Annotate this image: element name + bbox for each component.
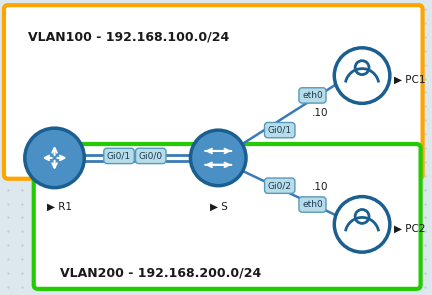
Text: ▶ R1: ▶ R1: [47, 201, 72, 212]
Text: ▶ PC2: ▶ PC2: [394, 223, 426, 233]
Text: VLAN200 - 192.168.200.0/24: VLAN200 - 192.168.200.0/24: [60, 266, 261, 279]
Circle shape: [355, 209, 369, 223]
Circle shape: [25, 128, 84, 188]
Circle shape: [355, 61, 369, 75]
Text: Gi0/1: Gi0/1: [107, 151, 131, 160]
Text: eth0: eth0: [302, 200, 323, 209]
Circle shape: [191, 130, 246, 186]
Circle shape: [334, 196, 390, 252]
FancyBboxPatch shape: [4, 5, 422, 179]
Text: ▶ S: ▶ S: [210, 201, 228, 212]
Text: Gi0/0: Gi0/0: [139, 151, 163, 160]
Text: eth0: eth0: [302, 91, 323, 100]
Text: ▶ PC1: ▶ PC1: [394, 75, 426, 85]
Text: Gi0/1: Gi0/1: [268, 126, 292, 135]
Text: VLAN100 - 192.168.100.0/24: VLAN100 - 192.168.100.0/24: [28, 31, 229, 44]
FancyBboxPatch shape: [34, 144, 421, 289]
Text: Gi0/2: Gi0/2: [268, 181, 292, 190]
Text: .10: .10: [312, 108, 329, 118]
Text: .10: .10: [312, 182, 329, 192]
Circle shape: [334, 48, 390, 103]
